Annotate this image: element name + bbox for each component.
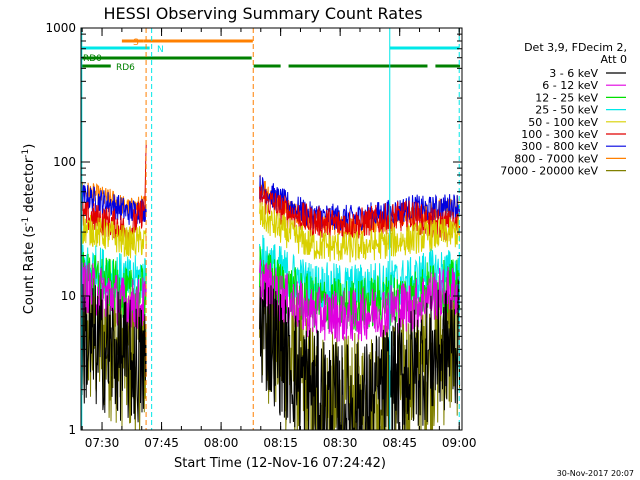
series-line-50-100kev-seg2 xyxy=(259,201,461,263)
series-line-50-100kev-seg1 xyxy=(81,214,147,259)
flag-label-rd6: RD6 xyxy=(116,63,135,73)
legend-header-1: Det 3,9, FDecim 2, xyxy=(524,41,627,54)
flag-label-rd0: RD0 xyxy=(83,54,102,64)
legend-label-7: 800 - 7000 keV xyxy=(514,152,598,165)
plot-frame xyxy=(80,27,463,431)
x-axis-label: Start Time (12-Nov-16 07:24:42) xyxy=(174,456,386,471)
y-tick-label-3: 1000 xyxy=(45,21,76,35)
y-tick-label-2: 100 xyxy=(53,155,76,169)
legend-label-8: 7000 - 20000 keV xyxy=(500,165,598,178)
flags-layer xyxy=(81,39,461,68)
x-tick-label-2: 08:00 xyxy=(204,436,239,450)
legend-label-2: 12 - 25 keV xyxy=(535,91,598,104)
y-label-part2: detector xyxy=(22,157,37,217)
legend-label-5: 100 - 300 keV xyxy=(521,128,598,141)
legend-label-6: 300 - 800 keV xyxy=(521,140,598,153)
series-line-300-800kev-seg2 xyxy=(259,175,461,231)
legend-label-0: 3 - 6 keV xyxy=(549,67,598,80)
y-label-sup2: -1 xyxy=(21,149,31,158)
x-tick-label-4: 08:30 xyxy=(323,436,358,450)
series-line-7000-20000kev-seg2 xyxy=(259,240,461,430)
series-line-6-12kev-seg2 xyxy=(259,259,461,342)
y-label-part3: ) xyxy=(22,144,37,149)
series-layer xyxy=(81,144,461,430)
vlines-layer xyxy=(81,28,460,430)
x-tick-label-6: 09:00 xyxy=(442,436,477,450)
flag-label-n: N xyxy=(157,45,164,55)
series-line-12-25kev-seg1 xyxy=(81,252,147,321)
series-line-6-12kev-seg1 xyxy=(81,262,147,332)
series-line-100-300kev-seg2 xyxy=(259,186,461,241)
legend-header-2: Att 0 xyxy=(601,53,627,66)
x-tick-label-1: 07:45 xyxy=(144,436,179,450)
series-line-3-6kev-seg2 xyxy=(259,279,461,430)
legend-label-1: 6 - 12 keV xyxy=(542,79,598,92)
flag-label-s: S xyxy=(133,38,139,48)
axis-ticks: 07:30 07:45 08:00 08:15 08:30 08:45 09:00 1 10 10… xyxy=(45,21,476,450)
y-label-part1: Count Rate (s xyxy=(22,226,37,315)
legend-label-3: 25 - 50 keV xyxy=(535,104,598,117)
series-line-3-6kev-seg1 xyxy=(81,283,147,423)
y-label-sup1: -1 xyxy=(21,217,31,226)
x-tick-label-3: 08:15 xyxy=(263,436,298,450)
y-axis-label: Count Rate (s-1 detector-1) xyxy=(21,144,37,315)
footer-timestamp: 30-Nov-2017 20:07 xyxy=(557,469,634,478)
series-line-25-50kev-seg2 xyxy=(259,234,461,311)
legend-label-4: 50 - 100 keV xyxy=(528,116,598,129)
chart-title: HESSI Observing Summary Count Rates xyxy=(103,4,422,23)
series-line-300-800kev-seg1 xyxy=(81,184,147,225)
x-tick-label-5: 08:45 xyxy=(382,436,417,450)
x-tick-label-0: 07:30 xyxy=(85,436,120,450)
y-tick-label-1: 10 xyxy=(61,289,76,303)
y-tick-label-0: 1 xyxy=(68,423,76,437)
